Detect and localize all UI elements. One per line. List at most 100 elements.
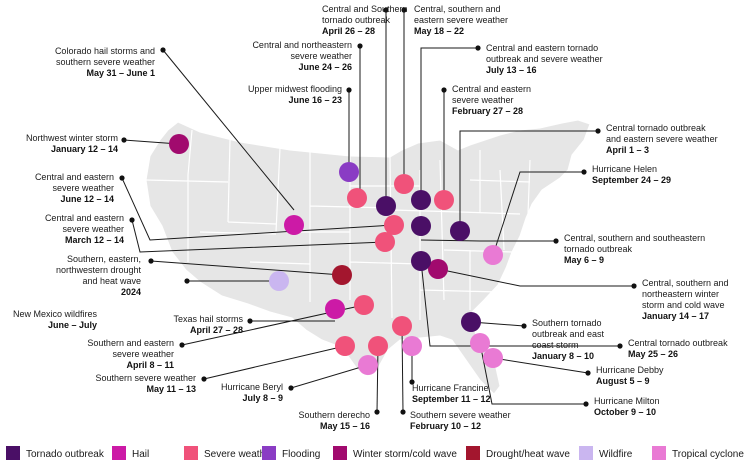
leader-line xyxy=(376,345,379,413)
event-marker-tornado xyxy=(461,312,481,332)
leader-anchor-dot xyxy=(583,401,589,407)
leader-anchor-dot xyxy=(581,169,587,175)
event-date: April 1 – 3 xyxy=(606,145,649,155)
legend-swatch-severe xyxy=(184,446,198,460)
leader-anchor-dot xyxy=(148,258,154,264)
event-name-line: severe weather xyxy=(52,183,114,193)
event-name-line: Southern tornado xyxy=(532,318,602,328)
legend-label: Wildfire xyxy=(599,449,633,460)
leader-anchor-dot xyxy=(521,323,527,329)
event-name-line: Southern and eastern xyxy=(87,338,174,348)
event-name-line: northeastern winter xyxy=(642,289,719,299)
event-marker-severe xyxy=(347,188,367,208)
leader-anchor-dot xyxy=(357,43,363,49)
leader-anchor-dot xyxy=(400,409,406,415)
leader-line xyxy=(420,47,478,200)
event-name-line: Hurricane Debby xyxy=(596,365,664,375)
leader-anchor-dot xyxy=(346,87,352,93)
legend-swatch-wildfire xyxy=(579,446,593,460)
leader-line xyxy=(290,364,369,389)
event-marker-cyclone xyxy=(402,336,422,356)
event-marker-severe xyxy=(335,336,355,356)
event-marker-wildfire xyxy=(269,271,289,291)
legend-swatch-tornado xyxy=(6,446,20,460)
legend-swatch-cyclone xyxy=(652,446,666,460)
event-name-line: tornado outbreak xyxy=(564,244,633,254)
event-name-line: Hurricane Beryl xyxy=(221,382,283,392)
legend-label: Tornado outbreak xyxy=(26,449,105,460)
leader-anchor-dot xyxy=(441,87,447,93)
event-date: October 9 – 10 xyxy=(594,407,656,417)
event-marker-cyclone xyxy=(470,333,490,353)
legend-label: Severe weather xyxy=(204,449,275,460)
legend-swatch-winter xyxy=(333,446,347,460)
event-name-line: coast storm xyxy=(532,340,579,350)
event-name-line: Central and eastern tornado xyxy=(486,43,598,53)
event-date: February 27 – 28 xyxy=(452,106,523,116)
event-marker-severe xyxy=(392,316,412,336)
event-name-line: outbreak and east xyxy=(532,329,605,339)
legend-swatch-drought xyxy=(466,446,480,460)
event-marker-winter xyxy=(169,134,189,154)
event-name-line: Central and eastern xyxy=(452,84,531,94)
event-name-line: eastern severe weather xyxy=(414,15,508,25)
event-marker-severe xyxy=(354,295,374,315)
event-date: May 31 – June 1 xyxy=(86,68,155,78)
leader-anchor-dot xyxy=(409,379,415,385)
event-name-line: severe weather xyxy=(290,51,352,61)
leader-line xyxy=(420,260,620,347)
event-name-line: severe weather xyxy=(452,95,514,105)
event-date: April 26 – 28 xyxy=(322,26,375,36)
event-date: May 15 – 16 xyxy=(320,421,370,431)
event-name-line: Hurricane Francine xyxy=(412,383,489,393)
leader-anchor-dot xyxy=(585,370,591,376)
legend-label: Winter storm/cold wave xyxy=(353,449,457,460)
event-marker-severe xyxy=(375,232,395,252)
event-date: May 11 – 13 xyxy=(146,384,196,394)
event-name-line: outbreak and severe weather xyxy=(486,54,603,64)
leader-anchor-dot xyxy=(383,7,389,13)
event-marker-winter xyxy=(428,259,448,279)
event-name-line: Northwest winter storm xyxy=(26,133,118,143)
legend: Tornado outbreak Hail Severe weather Floodi… xyxy=(6,446,744,460)
event-marker-tornado xyxy=(450,221,470,241)
event-name-line: storm and cold wave xyxy=(642,300,725,310)
event-name-line: Southern derecho xyxy=(298,410,370,420)
event-date: April 8 – 11 xyxy=(126,360,174,370)
leader-anchor-dot xyxy=(179,342,185,348)
event-date: February 10 – 12 xyxy=(410,421,481,431)
legend-swatch-flooding xyxy=(262,446,276,460)
event-marker-severe xyxy=(394,174,414,194)
event-name-line: Central, southern and xyxy=(642,278,729,288)
leader-line xyxy=(459,130,598,231)
event-name-line: Texas hail storms xyxy=(173,314,243,324)
leader-line xyxy=(121,177,395,241)
event-name-line: Southern severe weather xyxy=(95,373,196,383)
event-name-line: and heat wave xyxy=(82,276,141,286)
leader-line xyxy=(162,49,295,211)
event-name-line: Southern severe weather xyxy=(410,410,511,420)
us-map-base xyxy=(145,119,591,395)
leader-anchor-dot xyxy=(201,376,207,382)
event-marker-cyclone xyxy=(358,355,378,375)
legend-label: Flooding xyxy=(282,449,320,460)
event-date: 2024 xyxy=(121,287,141,297)
leader-anchor-dot xyxy=(184,278,190,284)
legend-label: Tropical cyclone xyxy=(672,449,744,460)
